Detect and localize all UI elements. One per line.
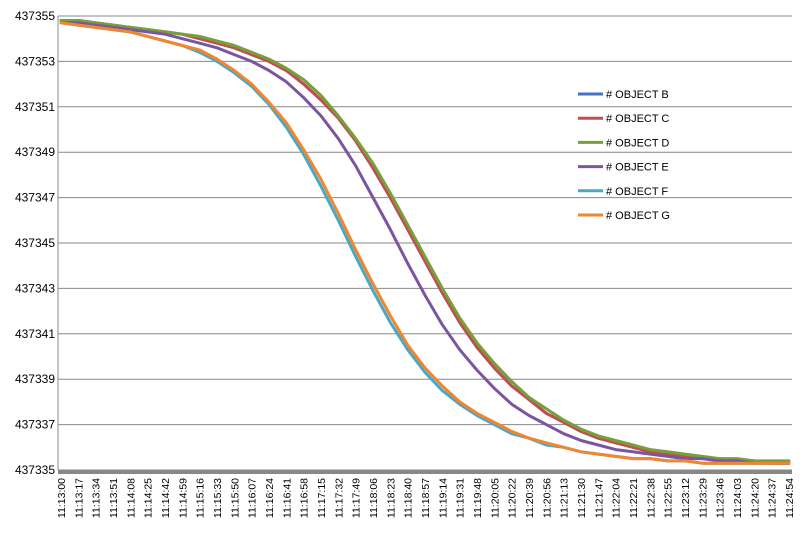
x-tick-label: 11:23:29 [697, 478, 709, 518]
series-line-4 [59, 21, 791, 465]
x-tick-label: 11:13:17 [73, 478, 85, 518]
y-tick-label: 437349 [15, 145, 55, 159]
x-tick-label: 11:13:34 [91, 478, 103, 518]
x-tick-label: 11:17:32 [333, 478, 345, 518]
y-tick-label: 437337 [15, 418, 55, 432]
x-tick-label: 11:13:00 [56, 478, 68, 518]
x-tick-label: 11:24:20 [749, 478, 761, 518]
x-tick-label: 11:18:57 [420, 478, 432, 518]
legend-entry: # OBJECT D [606, 137, 669, 149]
y-tick-label: 437339 [15, 372, 55, 386]
x-tick-label: 11:22:21 [628, 478, 640, 518]
x-axis-ticks: 11:13:00 11:13:17 11:13:34 11:13:51 11:14:08… [56, 478, 796, 518]
y-tick-label: 437351 [15, 100, 55, 114]
legend-entry: # OBJECT B [606, 89, 669, 101]
series-lines [59, 19, 791, 465]
x-tick-label: 11:19:48 [472, 478, 484, 518]
x-tick-label: 11:20:22 [507, 478, 519, 518]
x-tick-label: 11:21:47 [593, 478, 605, 518]
x-tick-label: 11:16:07 [247, 478, 259, 518]
x-tick-label: 11:18:06 [368, 478, 380, 518]
y-tick-label: 437347 [15, 191, 55, 205]
legend: # OBJECT B # OBJECT C # OBJECT D # OBJECT E… [578, 89, 670, 222]
x-tick-label: 11:22:04 [611, 478, 623, 518]
series-line-6 [59, 21, 791, 465]
y-tick-label: 437343 [15, 281, 55, 295]
x-tick-label: 11:15:16 [195, 478, 207, 518]
x-axis-band [58, 470, 792, 474]
x-tick-label: 11:20:39 [524, 478, 536, 518]
x-tick-label: 11:20:56 [541, 478, 553, 518]
x-tick-label: 11:22:38 [645, 478, 657, 518]
x-tick-label: 11:22:55 [663, 478, 675, 518]
x-tick-label: 11:14:25 [143, 478, 155, 518]
y-tick-label: 437335 [15, 463, 55, 477]
x-tick-label: 11:23:12 [680, 478, 692, 518]
series-line-1 [59, 19, 791, 465]
series-line-3 [59, 19, 791, 463]
x-tick-label: 11:16:41 [281, 478, 293, 518]
x-tick-label: 11:17:49 [351, 478, 363, 518]
x-tick-label: 11:18:23 [385, 478, 397, 518]
x-tick-label: 11:14:08 [125, 478, 137, 518]
y-tick-label: 437345 [15, 236, 55, 250]
x-tick-label: 11:19:31 [455, 478, 467, 518]
y-tick-label: 437355 [15, 9, 55, 23]
x-tick-label: 11:13:51 [108, 478, 120, 518]
x-tick-label: 11:14:42 [160, 478, 172, 518]
y-tick-label: 437341 [15, 327, 55, 341]
x-tick-label: 11:20:05 [489, 478, 501, 518]
legend-entry: # OBJECT C [606, 113, 669, 125]
series-line-2 [59, 19, 791, 465]
legend-entry: # OBJECT F [606, 186, 668, 198]
x-tick-label: 11:24:03 [732, 478, 744, 518]
y-axis-ticks: 437335 437337 437339 437341 437343 437345 4373… [15, 9, 55, 477]
legend-entry: # OBJECT E [606, 162, 669, 174]
x-tick-label: 11:23:46 [715, 478, 727, 518]
x-tick-label: 11:18:40 [403, 478, 415, 518]
x-tick-label: 11:21:30 [576, 478, 588, 518]
x-tick-label: 11:17:15 [316, 478, 328, 518]
y-tick-label: 437353 [15, 54, 55, 68]
x-tick-label: 11:15:50 [229, 478, 241, 518]
legend-entry: # OBJECT G [606, 210, 670, 222]
x-tick-label: 11:24:54 [784, 478, 796, 518]
x-tick-label: 11:16:24 [264, 478, 276, 518]
x-tick-label: 11:14:59 [177, 478, 189, 518]
x-tick-label: 11:16:58 [299, 478, 311, 518]
x-tick-label: 11:19:14 [437, 478, 449, 518]
x-tick-label: 11:24:37 [767, 478, 779, 518]
gridlines [57, 15, 792, 474]
x-tick-label: 11:15:33 [212, 478, 224, 518]
x-tick-label: 11:21:13 [559, 478, 571, 518]
